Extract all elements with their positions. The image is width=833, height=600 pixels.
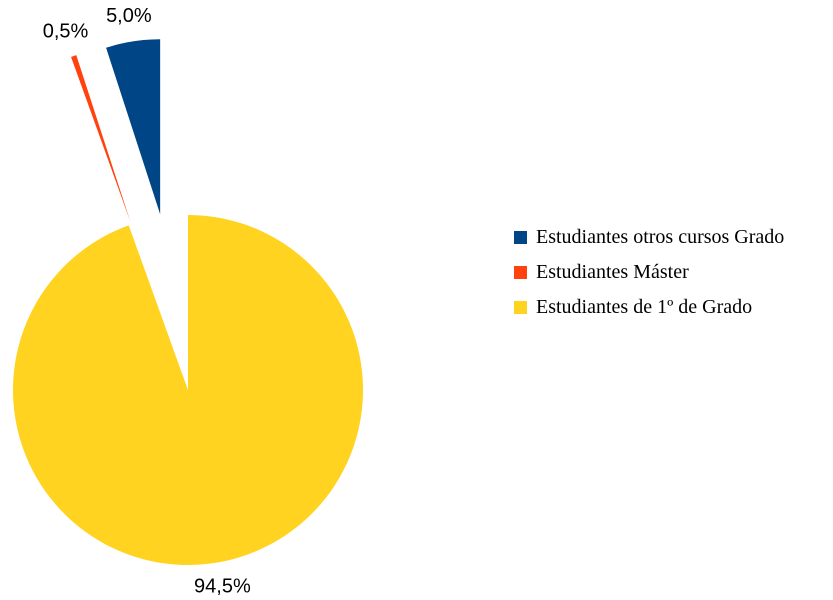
data-label: 0,5% (43, 21, 89, 43)
legend-label: Estudiantes Máster (536, 261, 689, 283)
legend-swatch (514, 301, 527, 314)
legend-swatch (514, 231, 527, 244)
legend: Estudiantes otros cursos Grado Estudiante… (514, 225, 833, 330)
pie-slice (106, 39, 161, 215)
legend-label: Estudiantes de 1º de Grado (536, 296, 753, 318)
legend-label: Estudiantes otros cursos Grado (536, 226, 785, 248)
legend-entry: Estudiantes otros cursos Grado (514, 225, 833, 250)
legend-entry: Estudiantes Máster (514, 260, 833, 285)
data-label: 5,0% (106, 5, 152, 27)
legend-swatch (514, 266, 527, 279)
legend-entry: Estudiantes de 1º de Grado (514, 295, 833, 320)
pie-slice (71, 55, 131, 222)
data-label: 94,5% (194, 575, 251, 597)
pie-slice (12, 215, 364, 565)
